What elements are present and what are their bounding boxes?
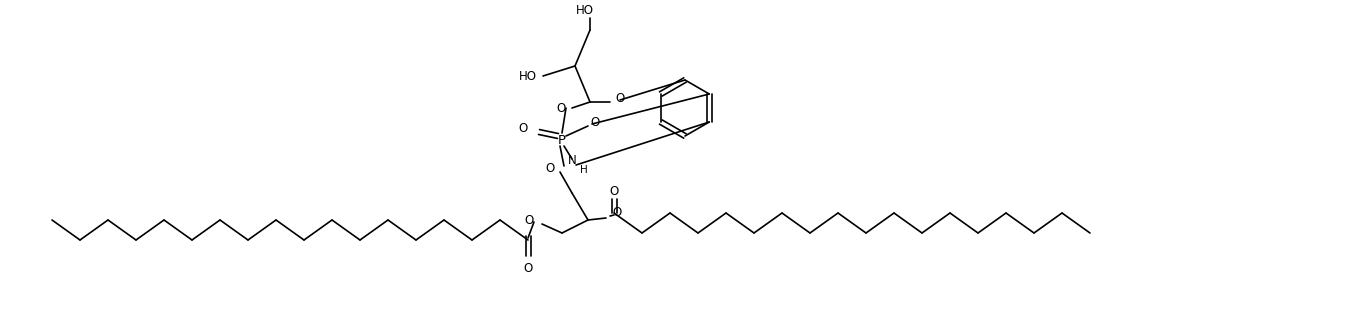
Text: H: H	[580, 165, 588, 175]
Text: O: O	[612, 205, 621, 218]
Text: HO: HO	[576, 3, 593, 17]
Text: O: O	[557, 101, 566, 114]
Text: O: O	[615, 92, 625, 105]
Text: O: O	[610, 185, 619, 198]
Text: O: O	[524, 213, 534, 226]
Text: P: P	[558, 134, 566, 147]
Text: O: O	[523, 262, 532, 275]
Text: O: O	[519, 121, 528, 135]
Text: N: N	[568, 154, 576, 167]
Text: O: O	[589, 115, 599, 128]
Text: O: O	[546, 162, 555, 175]
Text: HO: HO	[519, 70, 536, 82]
